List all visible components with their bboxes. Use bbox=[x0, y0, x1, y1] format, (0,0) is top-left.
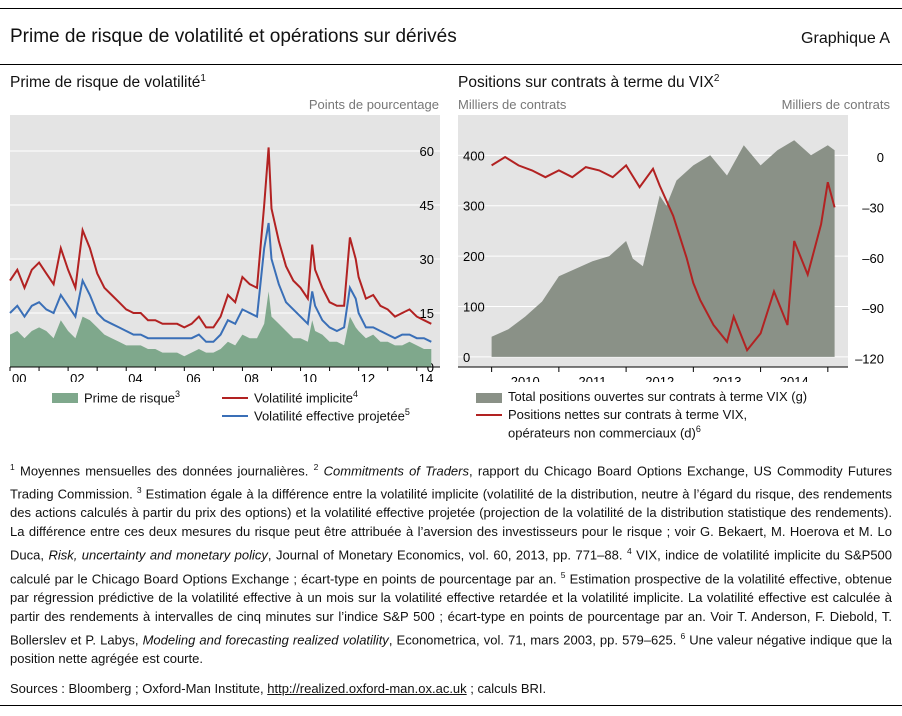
legend-label-implied-vol: Volatilité implicite4 bbox=[254, 389, 359, 406]
top-rule bbox=[0, 8, 902, 9]
legend-swatch-net-positions bbox=[476, 414, 502, 416]
y-tick-label-left: 0 bbox=[463, 350, 470, 365]
y-tick-label-left: 400 bbox=[463, 148, 485, 163]
x-tick-label: 2012 bbox=[645, 374, 674, 382]
figure-title: Prime de risque de volatilité et opérati… bbox=[10, 26, 457, 47]
sources: Sources : Bloomberg ; Oxford-Man Institu… bbox=[10, 681, 547, 696]
left-chart: 0153045600002040608101214 bbox=[9, 115, 440, 382]
sources-link[interactable]: http://realized.oxford-man.ox.ac.uk bbox=[267, 681, 467, 696]
left-panel-title: Prime de risque de volatilité1 bbox=[10, 73, 206, 92]
legend-label-prime: Prime de risque3 bbox=[84, 389, 181, 406]
left-panel-unit: Points de pourcentage bbox=[308, 97, 439, 112]
title-rule bbox=[0, 64, 902, 65]
figure-label: Graphique A bbox=[801, 30, 890, 47]
y-tick-label: 30 bbox=[420, 252, 434, 267]
right-panel-unit-left: Milliers de contrats bbox=[458, 97, 567, 112]
y-tick-label-left: 300 bbox=[463, 199, 485, 214]
x-tick-label: 04 bbox=[128, 371, 142, 382]
right-panel-unit-right: Milliers de contrats bbox=[781, 97, 890, 112]
footnotes: 1 Moyennes mensuelles des données journa… bbox=[10, 462, 893, 666]
legend-swatch-projected-vol bbox=[222, 415, 248, 417]
y-tick-label-right: –120 bbox=[855, 352, 884, 367]
y-tick-label-left: 200 bbox=[463, 249, 485, 264]
x-tick-label: 2010 bbox=[511, 374, 540, 382]
x-tick-label: 10 bbox=[303, 371, 317, 382]
series-area-open-interest bbox=[491, 140, 835, 357]
legend-label-net-positions: Positions nettes sur contrats à terme VI… bbox=[508, 407, 748, 441]
y-tick-label-left: 100 bbox=[463, 300, 485, 315]
x-tick-label: 2011 bbox=[578, 374, 606, 382]
x-tick-label: 12 bbox=[361, 371, 375, 382]
y-tick-label-right: 0 bbox=[877, 150, 884, 165]
series-line-net-positions bbox=[491, 155, 836, 353]
y-tick-label-right: –30 bbox=[862, 200, 884, 215]
series-area-prime-de-risque bbox=[10, 291, 432, 367]
y-tick-label: 45 bbox=[420, 198, 434, 213]
bottom-rule bbox=[0, 705, 902, 706]
y-tick-label-right: –60 bbox=[862, 251, 884, 266]
x-tick-label: 00 bbox=[12, 371, 26, 382]
series-line-volatilite-implicite bbox=[9, 147, 432, 329]
legend-swatch-open-interest bbox=[476, 393, 502, 403]
x-tick-label: 02 bbox=[70, 371, 84, 382]
series-line-volatilite-projetee bbox=[9, 222, 432, 343]
legend-label-projected-vol: Volatilité effective projetée5 bbox=[254, 407, 410, 424]
y-tick-label: 60 bbox=[420, 144, 434, 159]
legend-label-open-interest: Total positions ouvertes sur contrats à … bbox=[508, 389, 808, 404]
y-tick-label-right: –90 bbox=[862, 301, 884, 316]
x-tick-label: 2014 bbox=[780, 374, 809, 382]
legend-swatch-prime bbox=[52, 393, 78, 403]
x-tick-label: 08 bbox=[244, 371, 258, 382]
right-chart: 0 100 200 300 400 0 –30 –60 –90 –120 2010 2011 2012 2… bbox=[458, 115, 884, 382]
right-panel-title: Positions sur contrats à terme du VIX2 bbox=[458, 73, 720, 92]
x-tick-label: 06 bbox=[186, 371, 200, 382]
x-tick-label: 14 bbox=[419, 371, 433, 382]
x-tick-label: 2013 bbox=[713, 374, 742, 382]
y-tick-label: 15 bbox=[420, 306, 434, 321]
legend-swatch-implied-vol bbox=[222, 397, 248, 399]
